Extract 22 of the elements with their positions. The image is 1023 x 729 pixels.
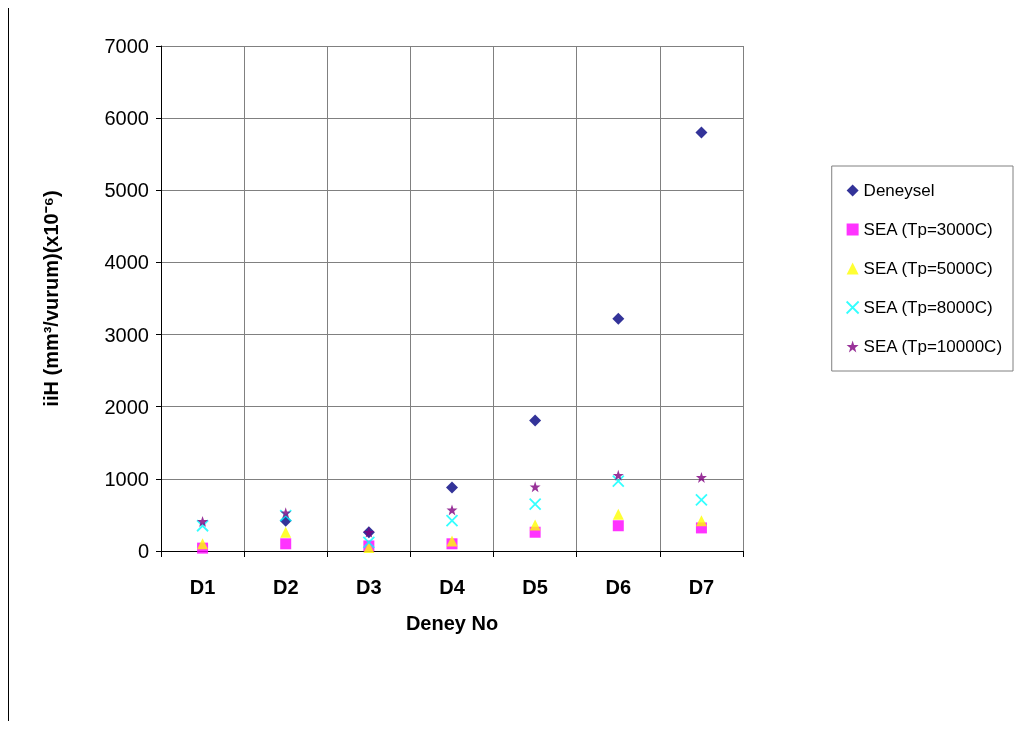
y-tick-label: 4000: [104, 251, 149, 274]
legend-label: Deneysel: [863, 181, 935, 200]
y-tick-label: 3000: [104, 323, 149, 346]
x-tick-label: D6: [605, 576, 632, 598]
x-tick-label: D4: [439, 576, 466, 598]
x-tick-label: D1: [189, 576, 216, 598]
y-tick-label: 1000: [104, 467, 149, 490]
y-tick-label: 7000: [104, 35, 149, 57]
legend-label: SEA (Tp=3000C): [863, 220, 993, 239]
x-tick-label: D7: [688, 576, 715, 598]
x-axis-title: Deney No: [405, 612, 499, 634]
y-tick-label: 2000: [104, 395, 149, 418]
x-tick-label: D3: [356, 576, 382, 598]
y-tick-label: 6000: [104, 107, 149, 130]
legend-label: SEA (Tp=8000C): [863, 298, 993, 317]
y-tick-label: 5000: [104, 179, 149, 202]
legend-label: SEA (Tp=10000C): [863, 337, 1003, 356]
y-axis-title: iiH (mm³/vurum)(x10⁻⁶): [40, 190, 62, 407]
legend-label: SEA (Tp=5000C): [863, 259, 993, 278]
x-tick-label: D5: [522, 576, 548, 598]
y-tick-label: 0: [137, 540, 149, 562]
x-tick-label: D2: [272, 576, 299, 598]
